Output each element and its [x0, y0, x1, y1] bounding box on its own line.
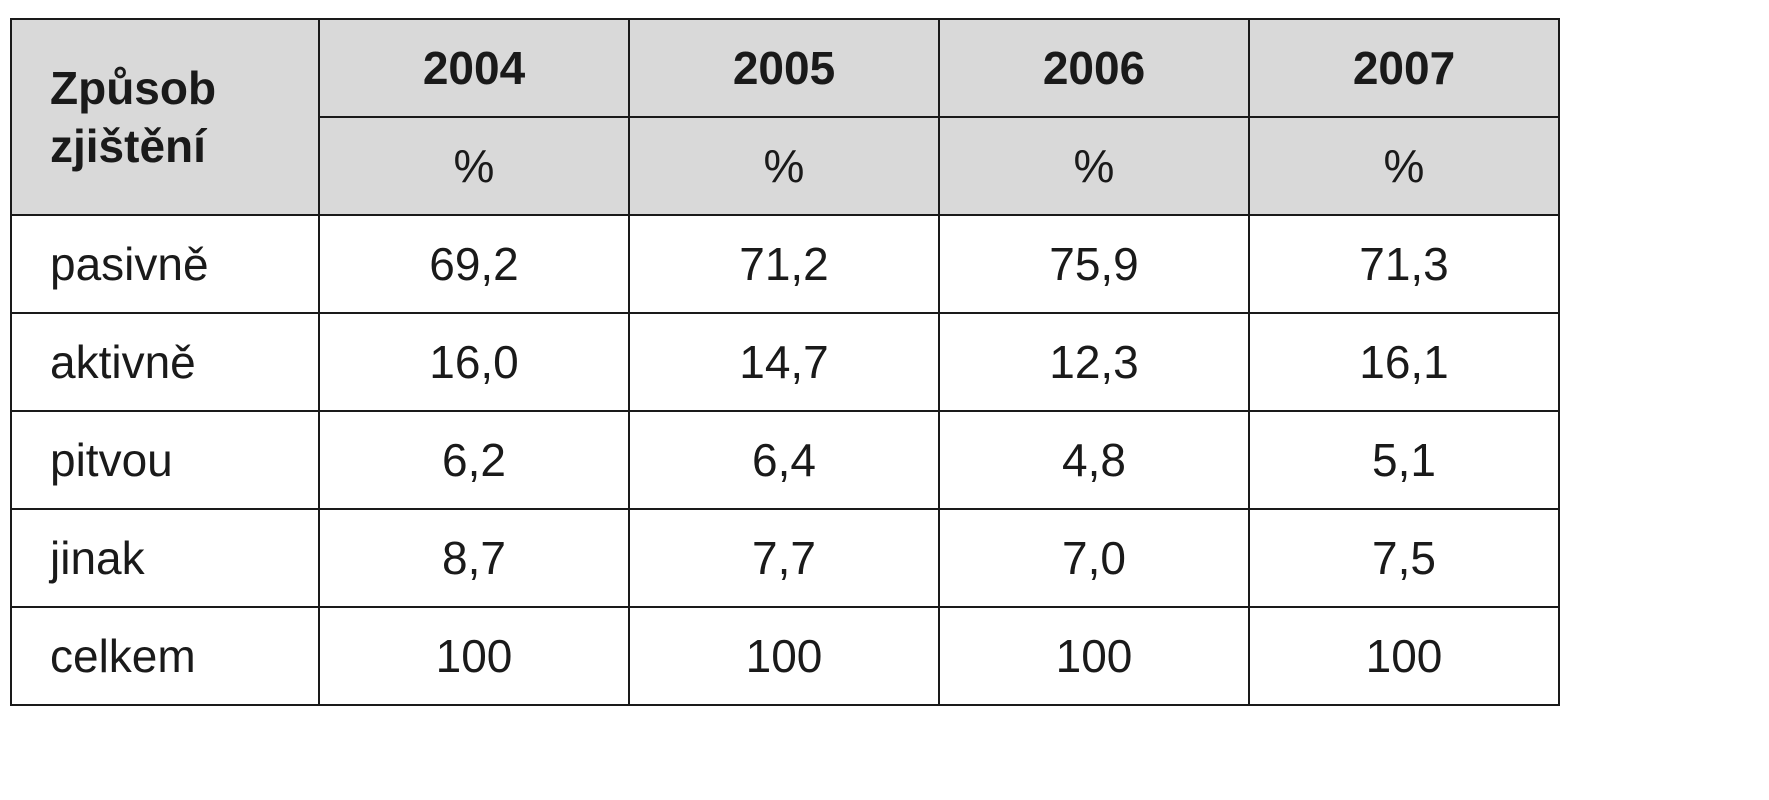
- year-header: 2004: [318, 18, 630, 118]
- year-header: 2005: [628, 18, 940, 118]
- table-header: Způsob zjištění 2004 2005 2006 2007 % % …: [10, 18, 1560, 216]
- table-row: pitvou 6,2 6,4 4,8 5,1: [10, 410, 1560, 510]
- table-body: pasivně 69,2 71,2 75,9 71,3 aktivně 16,0…: [10, 214, 1560, 706]
- table-cell: 14,7: [628, 312, 940, 412]
- unit-header: %: [628, 116, 940, 216]
- table-cell: 6,2: [318, 410, 630, 510]
- unit-header: %: [1248, 116, 1560, 216]
- data-table-wrapper: Způsob zjištění 2004 2005 2006 2007 % % …: [10, 18, 1560, 706]
- table-cell: 100: [938, 606, 1250, 706]
- table-row: jinak 8,7 7,7 7,0 7,5: [10, 508, 1560, 608]
- row-label: aktivně: [10, 312, 320, 412]
- table-cell: 16,1: [1248, 312, 1560, 412]
- row-label: pasivně: [10, 214, 320, 314]
- unit-header: %: [938, 116, 1250, 216]
- header-row-units: % % % %: [11, 116, 1560, 216]
- method-column-header: Způsob zjištění: [10, 18, 320, 216]
- row-label: pitvou: [10, 410, 320, 510]
- table-cell: 71,2: [628, 214, 940, 314]
- table-row: celkem 100 100 100 100: [10, 606, 1560, 706]
- table-cell: 69,2: [318, 214, 630, 314]
- table-cell: 100: [628, 606, 940, 706]
- table-cell: 12,3: [938, 312, 1250, 412]
- table-cell: 16,0: [318, 312, 630, 412]
- table-cell: 6,4: [628, 410, 940, 510]
- table-cell: 75,9: [938, 214, 1250, 314]
- row-label: jinak: [10, 508, 320, 608]
- table-row: pasivně 69,2 71,2 75,9 71,3: [10, 214, 1560, 314]
- table-cell: 5,1: [1248, 410, 1560, 510]
- year-header: 2007: [1248, 18, 1560, 118]
- table-cell: 100: [1248, 606, 1560, 706]
- year-header: 2006: [938, 18, 1250, 118]
- header-row-years: Způsob zjištění 2004 2005 2006 2007: [10, 18, 1560, 216]
- table-cell: 100: [318, 606, 630, 706]
- table-cell: 7,0: [938, 508, 1250, 608]
- table-cell: 71,3: [1248, 214, 1560, 314]
- table-row: aktivně 16,0 14,7 12,3 16,1: [10, 312, 1560, 412]
- table-cell: 8,7: [318, 508, 630, 608]
- method-by-year-table: Způsob zjištění 2004 2005 2006 2007 % % …: [10, 18, 1560, 706]
- table-cell: 7,7: [628, 508, 940, 608]
- table-cell: 4,8: [938, 410, 1250, 510]
- row-label: celkem: [10, 606, 320, 706]
- unit-header: %: [318, 116, 630, 216]
- table-cell: 7,5: [1248, 508, 1560, 608]
